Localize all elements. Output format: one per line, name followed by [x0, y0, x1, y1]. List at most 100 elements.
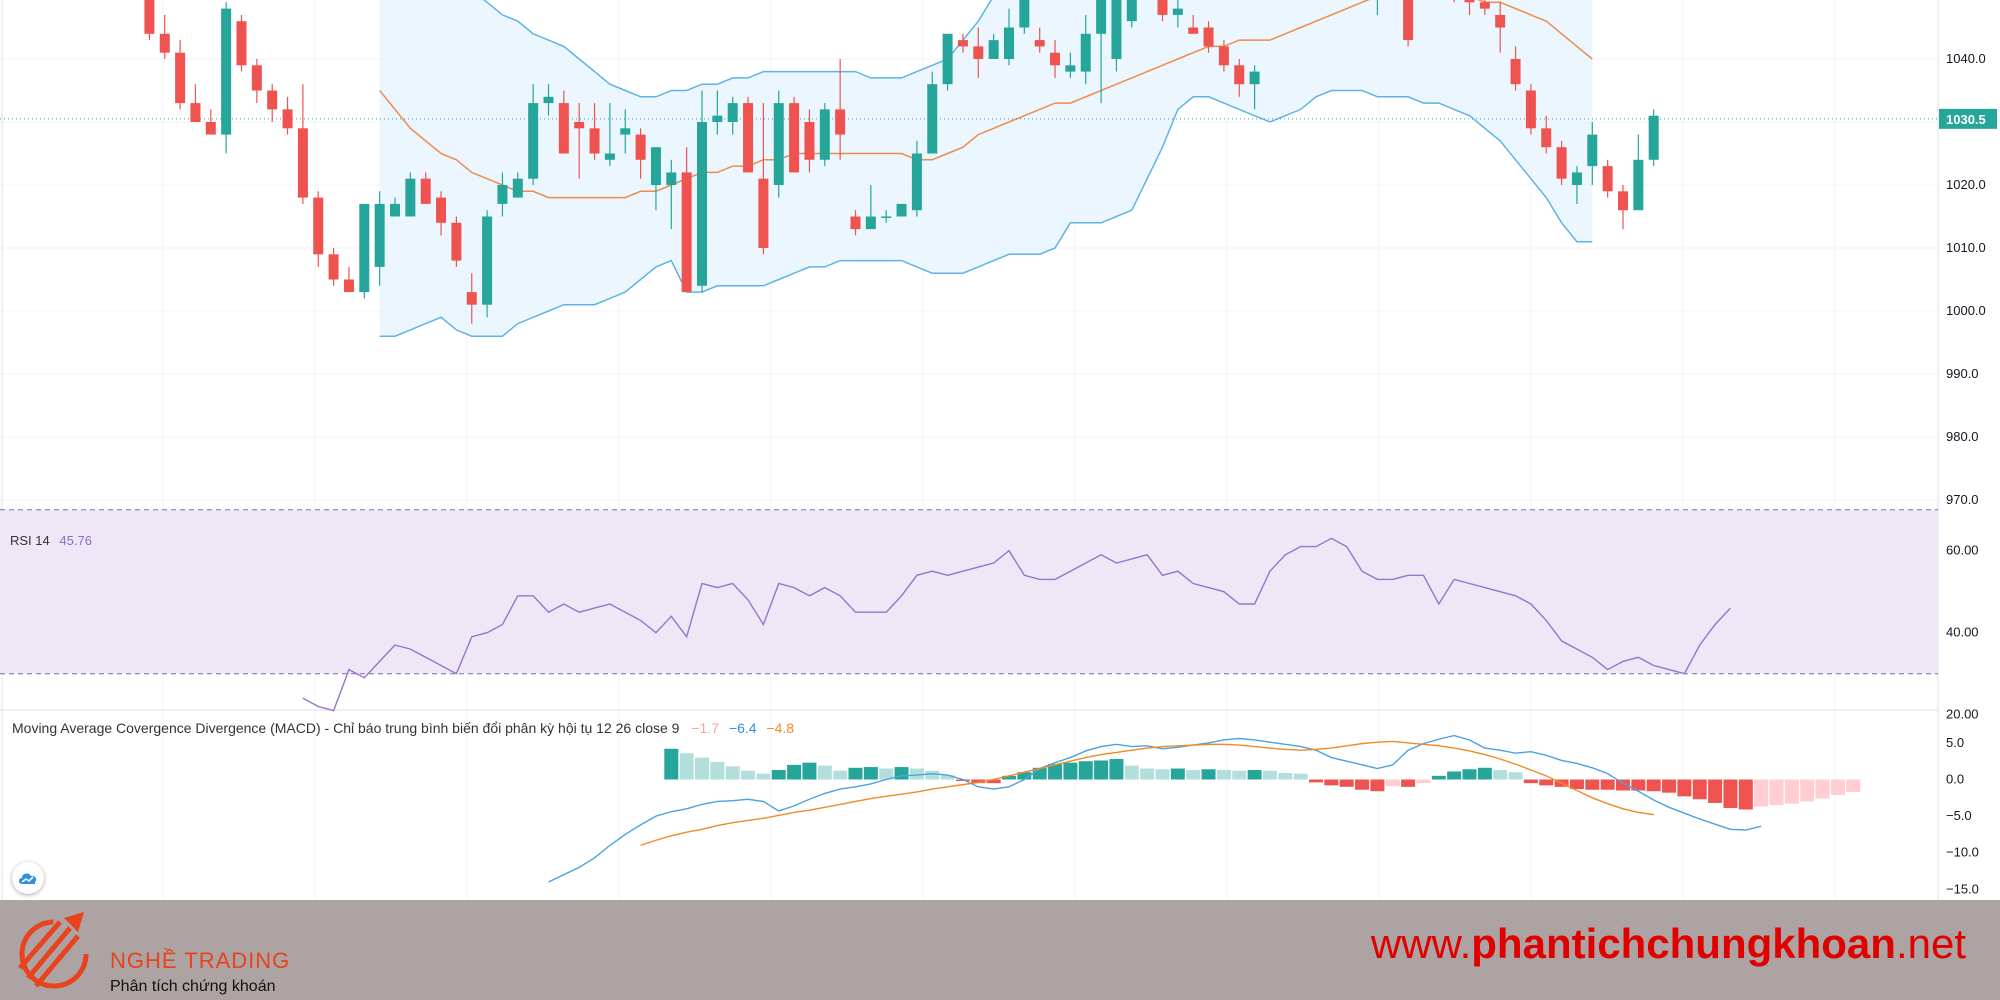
candle-body: [1525, 90, 1536, 129]
bollinger-upper-line: [483, 0, 993, 98]
rsi-band-fill: [0, 509, 1938, 674]
candle-body: [681, 172, 692, 293]
rsi-legend-name: RSI: [10, 533, 32, 548]
candle-body: [666, 172, 677, 185]
macd-histogram-bar: [771, 769, 786, 780]
macd-legend-histogram-value: −1.7: [691, 720, 719, 736]
candle-body: [620, 128, 631, 135]
candle-body: [650, 147, 661, 185]
candle-body: [604, 153, 615, 160]
candle-body: [405, 178, 416, 217]
macd-histogram-bar: [756, 773, 771, 780]
macd-legend-label: Moving Average Covergence Divergence (MA…: [12, 720, 680, 736]
macd-histogram-bar: [1048, 764, 1063, 780]
macd-histogram-bar: [664, 748, 679, 780]
macd-histogram-bar: [940, 775, 955, 780]
macd-tick-label: −5.0: [1946, 808, 1972, 823]
candle-body: [1019, 0, 1030, 28]
bollinger-lower-line: [379, 89, 1593, 337]
candle-body: [819, 109, 830, 160]
macd-histogram-bar: [1692, 779, 1707, 800]
macd-histogram-bar: [1846, 779, 1861, 792]
macd-histogram-bar: [1416, 779, 1431, 784]
macd-histogram-bar: [1385, 779, 1400, 787]
macd-histogram-bar: [1370, 779, 1385, 792]
price-tick-label: 1020.0: [1946, 177, 1986, 192]
candle-body: [436, 197, 447, 223]
rsi-tick-label: 20.00: [1946, 707, 1979, 722]
chart-canvas[interactable]: 1080.01070.01060.01050.01040.01030.01020…: [0, 0, 2000, 900]
candle-body: [497, 185, 508, 204]
macd-histogram-bar: [1477, 767, 1492, 780]
candle-body: [988, 40, 999, 59]
candle-body: [773, 103, 784, 185]
candle-body: [1157, 0, 1168, 15]
price-tick-label: 1000.0: [1946, 303, 1986, 318]
macd-histogram-bar: [863, 767, 878, 780]
candle-body: [374, 203, 385, 267]
candle-body: [1111, 0, 1122, 59]
macd-histogram-bar: [971, 779, 986, 784]
price-tick-label: 1010.0: [1946, 240, 1986, 255]
candle-body: [1510, 59, 1521, 85]
candle-body: [1080, 33, 1091, 72]
chart-area[interactable]: 1080.01070.01060.01050.01040.01030.01020…: [0, 0, 2000, 900]
candle-body: [1065, 65, 1076, 72]
candle-body: [1218, 46, 1229, 66]
candle-body: [835, 109, 846, 135]
macd-histogram-bar: [1646, 779, 1661, 792]
cloud-chart-icon[interactable]: [12, 862, 44, 894]
macd-histogram-bar: [925, 770, 940, 780]
candle-body: [1034, 40, 1045, 47]
candle-body: [957, 40, 968, 47]
macd-histogram-bar: [833, 770, 848, 780]
macd-histogram-bar: [1585, 779, 1600, 790]
candle-body: [1188, 27, 1199, 34]
candle-body: [712, 115, 723, 122]
macd-histogram-bar: [710, 761, 725, 780]
brand-subtitle: Phân tích chứng khoán: [110, 978, 276, 995]
candle-body: [804, 122, 815, 160]
macd-histogram-bar: [1662, 779, 1677, 793]
macd-histogram-bar: [817, 765, 832, 780]
macd-histogram-bar: [848, 767, 863, 780]
macd-legend-signal-value: −4.8: [766, 720, 795, 736]
macd-histogram-bar: [1339, 779, 1354, 787]
rsi-legend[interactable]: RSI 14 45.76: [10, 533, 92, 548]
macd-signal-line: [640, 740, 1654, 847]
macd-histogram-bar: [1247, 769, 1262, 780]
macd-histogram-bar: [1738, 779, 1753, 810]
candle-body: [942, 33, 953, 85]
candle-body: [1541, 128, 1552, 148]
candle-body: [1618, 191, 1628, 211]
macd-histogram-bar: [1815, 779, 1830, 799]
macd-histogram-bar: [1569, 779, 1584, 790]
rsi-line: [302, 537, 1731, 712]
macd-histogram-bar: [802, 762, 817, 780]
macd-histogram-bar: [1508, 772, 1523, 780]
macd-histogram-bar: [986, 779, 1001, 784]
candle-body: [1172, 8, 1183, 15]
macd-histogram-bar: [1708, 779, 1723, 803]
candle-body: [1495, 14, 1506, 28]
macd-legend[interactable]: Moving Average Covergence Divergence (MA…: [12, 720, 794, 736]
macd-histogram-bar: [1631, 779, 1646, 791]
macd-histogram-bar: [725, 766, 740, 780]
candle-body: [1587, 134, 1598, 167]
macd-histogram-bar: [1063, 762, 1078, 780]
candle-body: [420, 178, 431, 204]
macd-tick-label: −15.0: [1946, 881, 1979, 896]
macd-histogram-bar: [1017, 772, 1032, 780]
rsi-legend-params: 14: [35, 533, 50, 548]
macd-histogram-bar: [1493, 769, 1508, 780]
candle-body: [313, 197, 324, 255]
macd-histogram-bar: [1769, 779, 1784, 806]
candle-body: [574, 122, 585, 129]
candle-body: [1096, 0, 1107, 34]
candle-body: [1126, 0, 1137, 22]
macd-histogram-bar: [1002, 775, 1016, 780]
website-url[interactable]: www.phantichchungkhoan.net: [1371, 920, 1966, 968]
candle-body: [205, 122, 216, 135]
candle-body: [1050, 52, 1061, 66]
candle-body: [973, 46, 984, 59]
